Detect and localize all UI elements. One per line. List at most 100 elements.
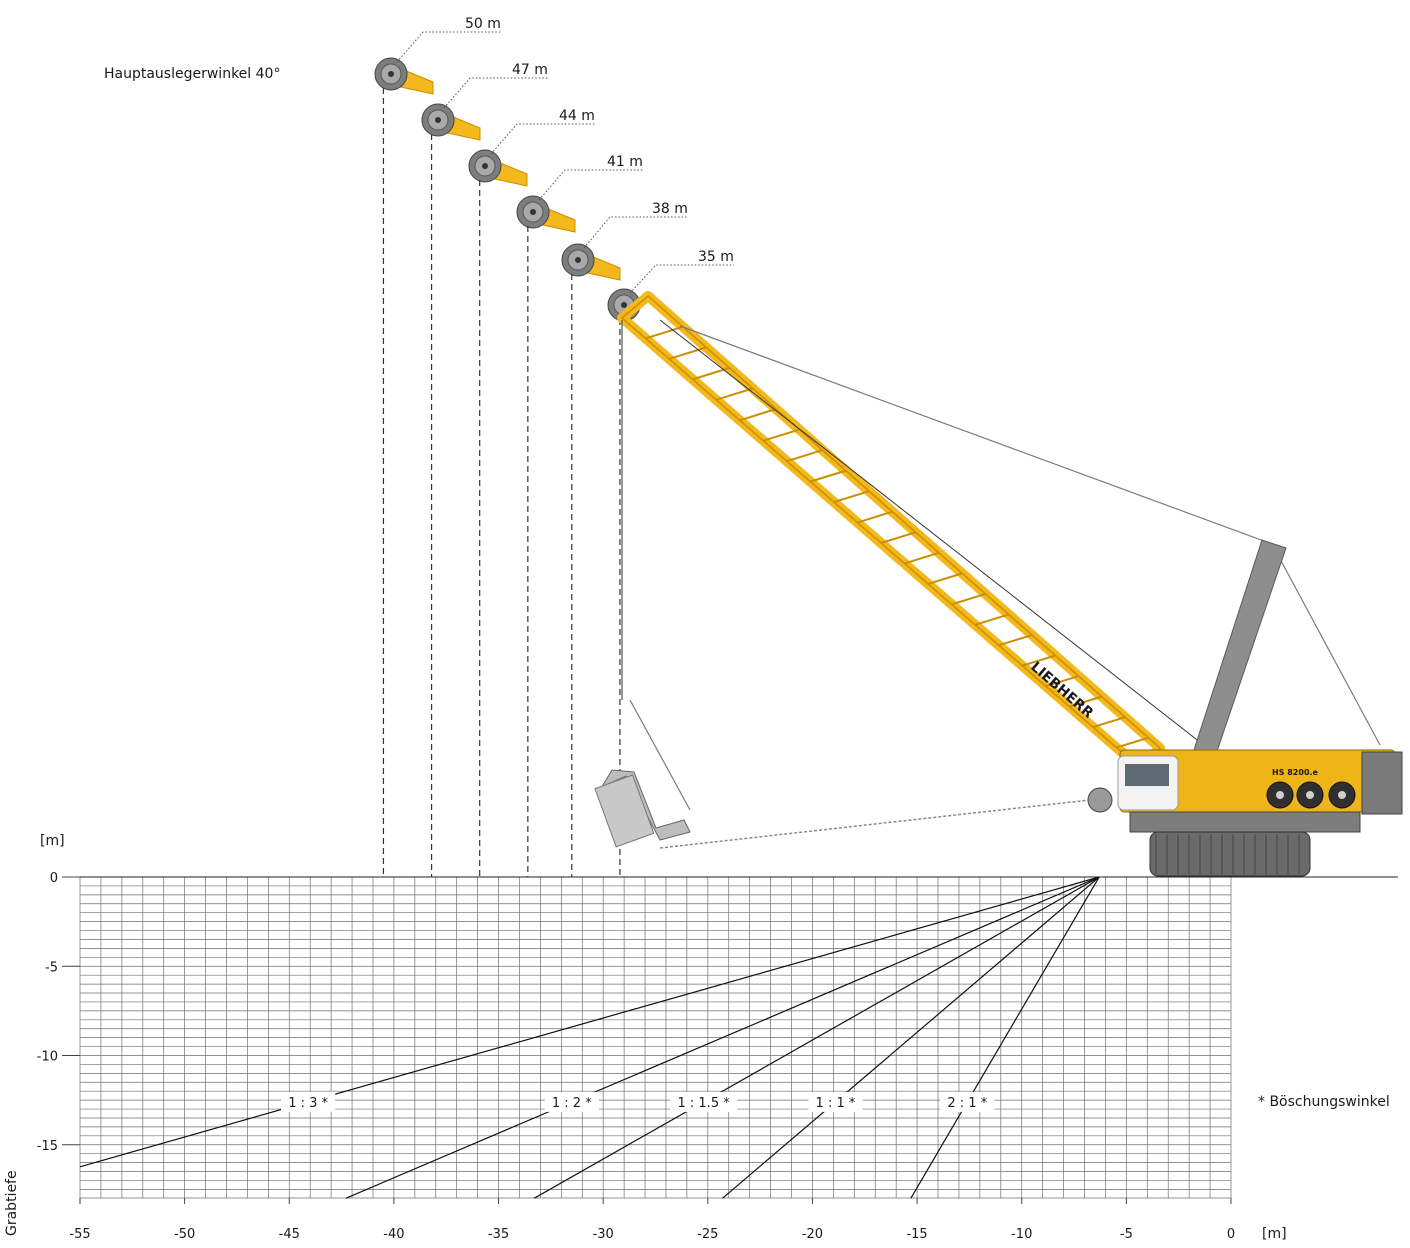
- boom-length-label: 44 m: [559, 108, 595, 124]
- x-tick-label: -30: [593, 1227, 614, 1242]
- boom-head-group: 47 m: [421, 62, 548, 877]
- x-tick-label: -10: [1011, 1227, 1032, 1242]
- axes: -55 -50 -45 -40 -35 -30 -25 -20 -15 -10 -5 00-5-10-…: [37, 871, 1398, 1242]
- slope-label-background: [544, 1091, 599, 1112]
- sheave-hub: [575, 257, 581, 263]
- boom-lattice: [1069, 695, 1103, 708]
- depth-grid: [79, 876, 1232, 1199]
- y-axis-unit: [m]: [40, 833, 65, 849]
- crawler-crane-illustration: LIEBHERR HS 8200.e: [594, 291, 1403, 877]
- y-tick-label: -15: [37, 1139, 58, 1154]
- boom-angle-title: Hauptauslegerwinkel 40°: [104, 66, 280, 82]
- pendant-rope: [679, 325, 1273, 545]
- sheave-hub: [435, 117, 441, 123]
- boom-positions: 50 m 47 m 44 m 41 m 38 m 35 m: [374, 16, 734, 877]
- y-tick-label: -5: [45, 960, 58, 975]
- fan-hub: [1338, 791, 1346, 799]
- slope-lines: 1 : 3 * 1 : 2 * 1 : 1.5 * 1 : 1 * 2 : 1 *: [79, 876, 1100, 1199]
- fairlead: [1087, 787, 1113, 813]
- slope-label: 2 : 1 *: [947, 1096, 987, 1111]
- boom-lattice: [880, 531, 916, 544]
- boom-head-group: 38 m: [561, 201, 688, 877]
- boom-lattice: [1021, 654, 1056, 667]
- crawler-track: [1149, 831, 1311, 877]
- cab-window: [1125, 764, 1169, 786]
- boom-lattice: [1116, 736, 1149, 749]
- sheave-hub: [482, 163, 488, 169]
- boom-lattice: [974, 613, 1010, 626]
- x-axis-unit: [m]: [1262, 1226, 1287, 1242]
- slope-line: [345, 876, 1100, 1199]
- y-tick-label: -10: [37, 1050, 58, 1065]
- x-tick-label: -25: [697, 1227, 718, 1242]
- bucket-body: [594, 774, 655, 848]
- boom-lattice: [715, 387, 754, 401]
- slope-label-background: [808, 1091, 863, 1112]
- slope-line: [910, 876, 1100, 1199]
- x-tick-label: -45: [279, 1227, 300, 1242]
- boom-length-label: 47 m: [512, 62, 548, 78]
- slewing-ring: [1129, 811, 1361, 833]
- model-text: HS 8200.e: [1272, 768, 1319, 777]
- boom-brand-text: LIEBHERR: [1027, 659, 1096, 722]
- x-tick-label: 0: [1227, 1227, 1235, 1242]
- boom-head-group: 50 m: [374, 16, 501, 877]
- boom-lattice: [927, 572, 963, 585]
- boom-length-label: 38 m: [652, 201, 688, 217]
- boom-lattice: [857, 510, 893, 524]
- label-leader: [396, 31, 501, 63]
- boom-lattice: [810, 469, 847, 483]
- a-frame-mast: [1191, 539, 1287, 761]
- boom-lattice: [786, 449, 823, 463]
- label-leader: [443, 77, 548, 109]
- slope-line: [722, 876, 1100, 1199]
- bucket-rope: [629, 699, 691, 811]
- label-leader: [629, 264, 734, 294]
- fan-hub: [1276, 791, 1284, 799]
- slope-label: 1 : 3 *: [288, 1096, 328, 1111]
- hoist-rope: [659, 319, 1211, 751]
- boom-lattice: [1092, 716, 1126, 729]
- fan-hub: [1306, 791, 1314, 799]
- x-tick-label: -5: [1120, 1227, 1133, 1242]
- drag-rope: [659, 799, 1091, 849]
- slope-label-background: [281, 1091, 336, 1112]
- boom-lattice: [904, 551, 940, 565]
- boom-lattice: [762, 428, 800, 442]
- x-tick-label: -55: [69, 1227, 90, 1242]
- x-tick-label: -50: [174, 1227, 195, 1242]
- x-tick-label: -20: [802, 1227, 823, 1242]
- sheave-hub: [530, 209, 536, 215]
- boom-length-label: 35 m: [698, 249, 734, 265]
- boom-outline: [620, 295, 1162, 770]
- slope-label-background: [940, 1091, 995, 1112]
- slope-line: [533, 876, 1100, 1199]
- boom-head-group: 44 m: [468, 108, 595, 877]
- sheave-hub: [621, 302, 627, 308]
- y-axis-label: Grabtiefe: [4, 1170, 20, 1236]
- boom-lattice: [645, 325, 684, 340]
- label-leader: [490, 123, 595, 155]
- boom-length-label: 41 m: [607, 154, 643, 170]
- x-tick-label: -40: [383, 1227, 404, 1242]
- counterweight: [1361, 751, 1403, 815]
- boom-lattice: [998, 634, 1033, 647]
- slope-label: 1 : 1 *: [816, 1096, 856, 1111]
- label-leader: [583, 216, 688, 249]
- boom-lattice: [668, 346, 707, 360]
- x-tick-label: -35: [488, 1227, 509, 1242]
- y-tick-label: 0: [50, 871, 58, 886]
- boom-lattice: [739, 408, 777, 422]
- footnote-slope-angle: * Böschungswinkel: [1258, 1094, 1390, 1110]
- boom-length-label: 50 m: [465, 16, 501, 32]
- back-stay-rope: [1271, 543, 1381, 746]
- x-tick-label: -15: [906, 1227, 927, 1242]
- label-leader: [538, 169, 643, 201]
- slope-label: 1 : 2 *: [552, 1096, 592, 1111]
- boom-lattice: [1045, 675, 1079, 688]
- boom-lattice: [833, 490, 870, 504]
- boom-lattice: [951, 592, 986, 606]
- slope-label: 1 : 1.5 *: [678, 1096, 731, 1111]
- sheave-hub: [388, 71, 394, 77]
- boom-head-group: 41 m: [516, 154, 643, 877]
